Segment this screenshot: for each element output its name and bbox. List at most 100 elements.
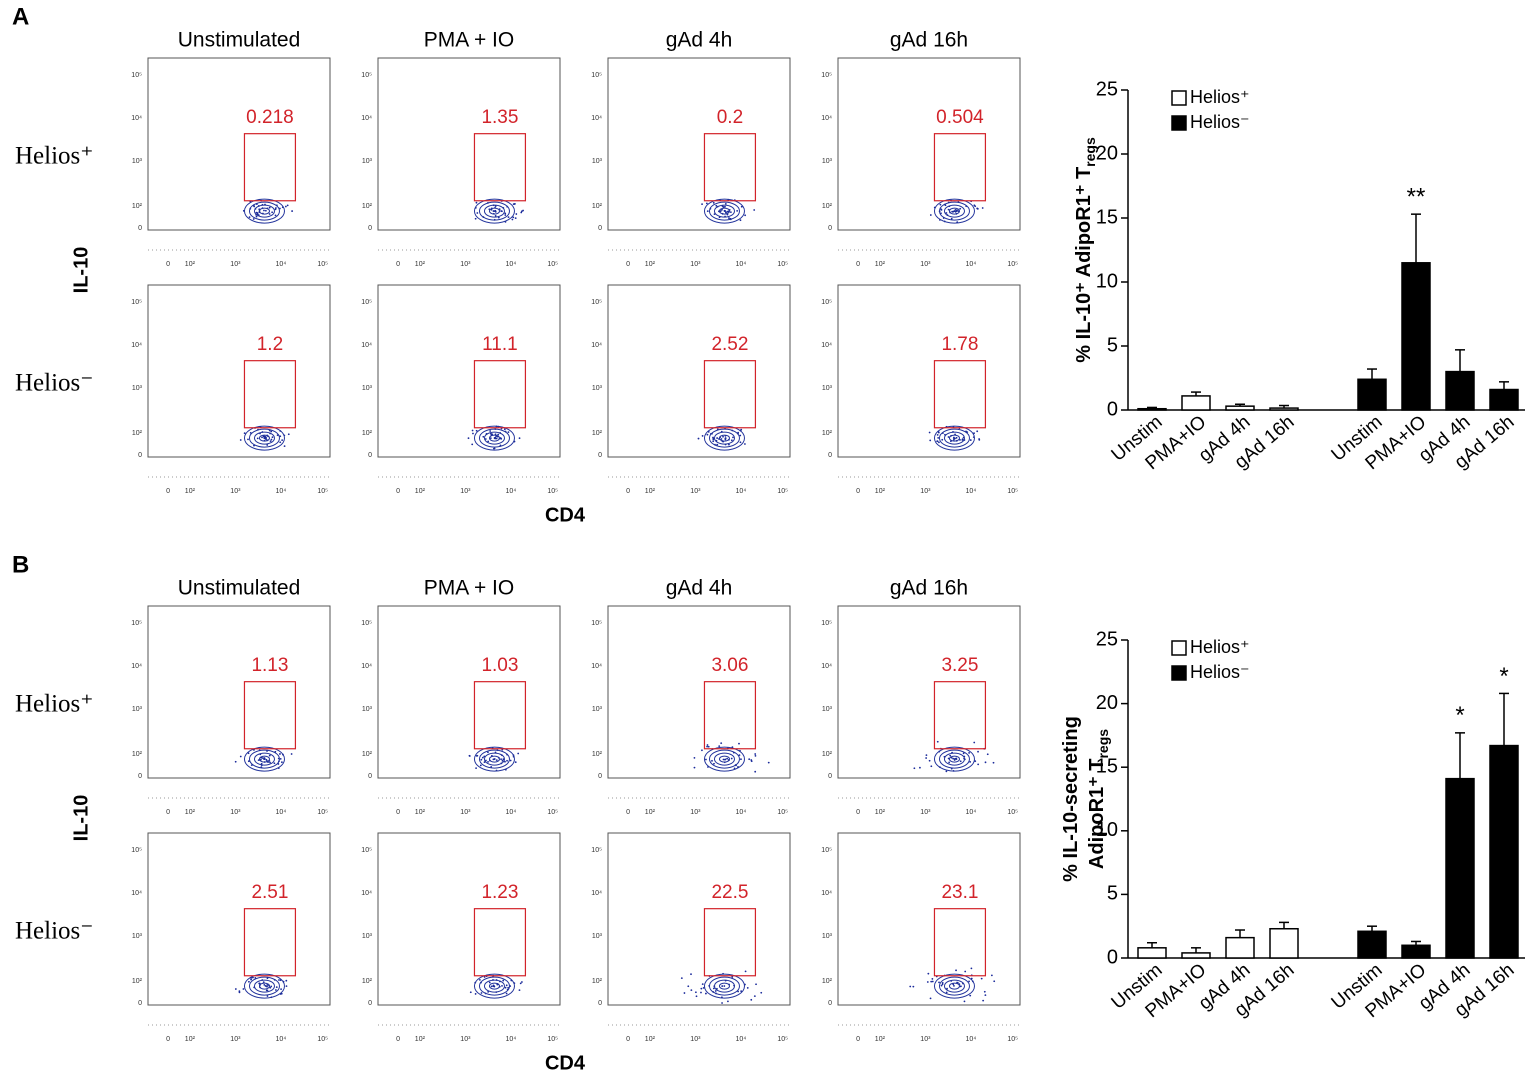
flow-x-tick-label: 10³ [690,1036,701,1043]
flow-y-tick-label: 10⁴ [591,115,602,122]
contour [933,973,975,999]
contour [708,976,740,996]
flow-x-tick-label: 0 [856,809,860,816]
flow-y-tick-label: 10³ [592,158,603,165]
flow-x-tick-label: 10³ [920,809,931,816]
flow-x-tick-label: 0 [626,488,630,495]
flow-x-tick-label: 0 [626,261,630,268]
contour [478,201,510,221]
row-label: Helios⁻ [15,918,93,945]
flow-y-tick-label: 10³ [362,706,373,713]
event-dot [952,438,955,441]
flow-y-tick-label: 10² [592,203,603,210]
event-dot [726,210,729,213]
column-title: Unstimulated [178,577,301,600]
contour [473,746,515,772]
y-axis-label-text: AdipoR1⁺ T [1086,759,1108,870]
event-dot [976,207,979,210]
flow-y-tick-label: 10⁴ [131,115,142,122]
flow-y-tick-label: 10⁴ [361,115,372,122]
gate-percentage: 1.23 [481,882,518,903]
gate [703,908,757,977]
bar [1401,944,1431,959]
event-dot [716,437,719,439]
bar [1181,952,1211,959]
event-dot [706,210,709,213]
bar [1137,407,1167,411]
flow-y-tick-label: 0 [598,452,602,459]
flow-y-tick-label: 10⁴ [591,663,602,670]
flow-y-tick-label: 10³ [362,385,373,392]
contour [718,982,730,990]
event-dot [740,428,743,431]
event-dot [518,989,521,991]
event-dot [522,209,524,212]
event-dot [986,753,989,756]
event-dot [984,761,987,764]
y-tick-label: 20 [1096,142,1118,164]
contour [708,201,740,221]
event-dot [270,985,273,988]
event-dot [750,998,753,1001]
event-dot [977,763,980,766]
event-dot [274,208,277,211]
event-dot [291,210,294,212]
event-dot [471,429,474,432]
event-dot [279,758,282,760]
y-axis-label-text: % IL-10⁺ AdipoR1⁺ T [1073,167,1095,363]
gate-percentage: 0.504 [936,107,984,128]
event-dot [492,210,495,212]
plot-frame [147,832,331,1006]
gate [933,681,987,750]
flow-y-tick-label: 10⁴ [131,890,142,897]
contour [243,198,285,224]
flow-x-tick-label: 10⁴ [505,488,516,495]
event-dot [511,218,514,221]
event-dot [517,752,520,755]
legend-swatch [1171,115,1187,131]
event-dot [973,741,976,744]
legend-label: Helios⁻ [1190,112,1250,132]
event-dot [952,983,955,986]
gate-percentage: 22.5 [711,882,748,903]
event-dot [269,986,272,989]
event-dot [931,980,934,983]
event-dot [286,204,289,207]
event-dot [269,761,271,764]
flow-y-tick-label: 10³ [592,706,603,713]
gate-percentage: 1.78 [941,334,978,355]
y-tick-label: 15 [1096,755,1118,777]
event-dot [468,755,471,757]
column-title: gAd 4h [666,577,733,600]
flow-x-tick-label: 10⁵ [547,261,558,268]
y-tick-label: 5 [1107,883,1118,905]
plot-frame [377,57,561,231]
event-dot [687,985,690,988]
event-dot [725,211,727,214]
contour [948,755,960,763]
event-dot [280,988,282,991]
event-dot [476,212,479,214]
event-dot [264,209,267,212]
flow-x-tick-label: 10⁵ [547,488,558,495]
event-dot [238,991,241,994]
row-label: Helios⁻ [15,370,93,397]
gate-percentage: 2.51 [251,882,288,903]
event-dot [263,209,265,212]
flow-x-tick-label: 10⁵ [1007,1036,1018,1043]
event-dot [500,758,502,761]
event-dot [280,761,283,764]
event-dot [479,764,482,767]
event-dot [740,990,743,993]
flow-x-tick-label: 10² [645,809,656,816]
flow-x-tick-label: 10² [185,809,196,816]
event-dot [912,985,915,988]
event-dot [492,985,495,987]
flow-x-tick-label: 10² [875,1036,886,1043]
flow-x-tick-label: 10² [645,1036,656,1043]
contour [488,434,500,442]
event-dot [273,762,276,765]
event-dot [941,438,944,441]
event-dot [239,755,242,758]
event-dot [939,203,942,206]
